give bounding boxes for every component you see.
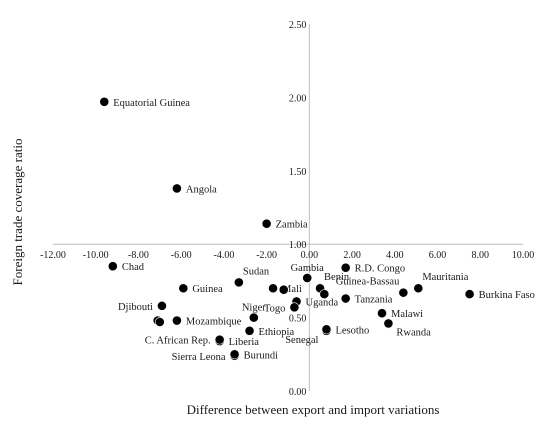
data-point [377,308,387,319]
data-point-label: Togo [264,303,285,314]
data-point-label: Benin [324,272,350,283]
data-point [278,284,289,295]
x-tick-label: -12.00 [40,250,66,261]
data-point [233,277,244,288]
data-point [229,349,240,360]
x-tick-label: -4.00 [213,250,234,261]
data-point [340,262,351,273]
x-tick-label: -10.00 [83,250,109,261]
data-point-label: R.D. Congo [355,264,405,275]
data-point-label: Uganda [306,297,339,308]
data-point-label: Djibouti [118,302,153,313]
data-point [319,289,330,300]
x-tick-label: 0.00 [301,250,319,261]
data-point-label: C. African Rep. [145,336,211,347]
y-tick-label: 0.50 [289,314,307,325]
data-point-label: Chad [122,262,145,273]
tick-labels: -12.00 -10.00 -8.00 -6.00 -4.00 -2.00 0.00 2.00… [40,20,534,398]
x-tick-label: 4.00 [386,250,404,261]
data-point [244,325,255,336]
data-point-label: Malawi [391,309,423,320]
data-point-label: Angola [186,184,217,195]
data-point [383,318,394,329]
data-point-label: Guinea-Bassau [336,277,400,288]
y-tick-label: 0.00 [289,387,307,398]
y-axis-title: Foreign trade coverage ratio [10,139,25,286]
data-point-label: Niger [242,303,266,314]
data-point [107,261,118,272]
x-tick-label: -8.00 [128,250,149,261]
data-point [172,315,182,326]
data-point [248,312,259,323]
data-point [321,324,332,335]
data-point-label: Tanzania [355,295,393,306]
data-point-label: Gambia [291,263,325,274]
data-point [464,289,475,300]
data-point-label: Guinea [192,284,223,295]
data-point [214,334,225,345]
x-tick-label: 8.00 [472,250,490,261]
data-point-label: Mali [282,284,302,295]
data-point [268,283,278,294]
data-point-label: Lesotho [335,325,369,336]
x-tick-label: 10.00 [512,250,535,261]
data-point-label: Equatorial Guinea [113,98,190,109]
data-point [178,283,189,294]
y-tick-label: 2.00 [289,93,307,104]
data-point [261,218,272,229]
data-point [413,283,424,294]
data-point [289,302,300,313]
x-tick-label: 6.00 [429,250,447,261]
y-tick-label: 1.50 [289,167,307,178]
data-point [398,287,409,298]
data-point-label: Sierra Leona [172,352,226,363]
data-point [157,300,167,311]
data-point-label: Zambia [276,220,308,231]
x-tick-label: -6.00 [171,250,192,261]
x-tick-label: 2.00 [343,250,361,261]
y-tick-label: 2.50 [289,20,307,31]
data-point [154,317,165,327]
x-tick-label: -2.00 [256,250,277,261]
data-point-label: Burundi [244,350,279,361]
data-point [172,183,182,194]
axes [53,24,523,391]
data-points: Equatorial Guinea Angola Zambia Chad Guinea S… [99,96,535,363]
data-point [302,273,313,283]
y-tick-label: 1.00 [289,240,307,251]
data-point [99,96,110,107]
data-point-label: Sudan [243,266,270,277]
data-point-label: Burkina Faso [479,290,535,301]
data-point-label: Mauritania [422,272,468,283]
data-point [340,293,351,304]
data-point-label: Mozambique [186,317,242,328]
data-point-label: Rwanda [396,327,431,338]
data-point-label: Liberia [229,337,260,348]
data-point-label: Senegal [285,335,318,346]
data-point-label: Ethiopia [259,327,295,338]
x-axis-title: Difference between export and import var… [187,402,440,417]
